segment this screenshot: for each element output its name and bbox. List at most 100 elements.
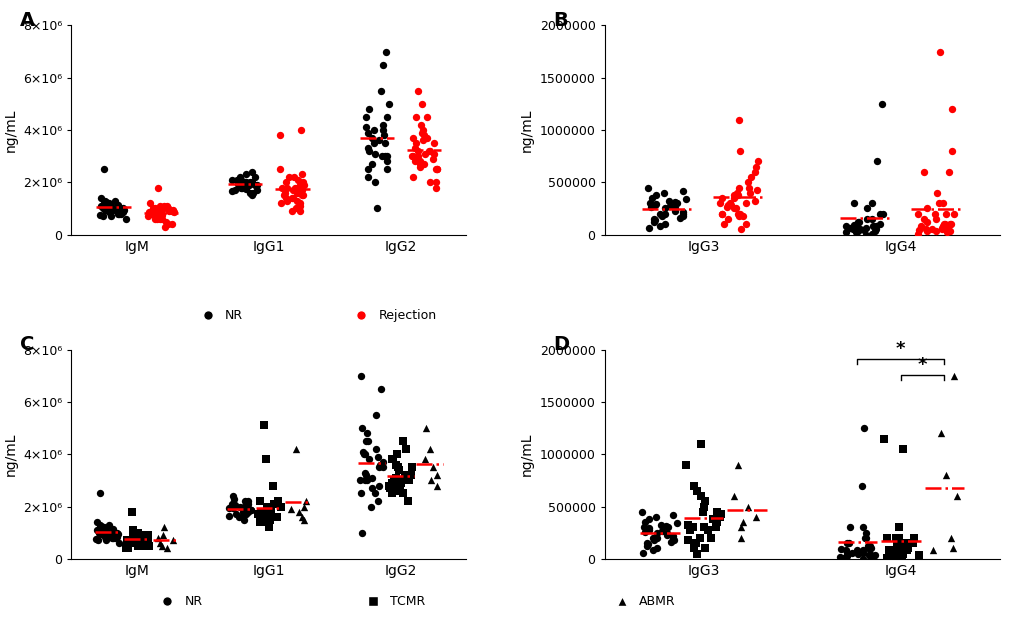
Point (843, 547, 859, 558)
Point (375, 60, 391, 70)
Point (249, 185, 265, 195)
Point (124, 533, 141, 543)
Point (369, 451, 385, 462)
Point (96, 198, 112, 208)
Point (938, 224, 955, 234)
Point (381, 99, 397, 109)
Point (102, 529, 118, 539)
Point (713, 208, 730, 218)
Text: *: * (917, 356, 926, 373)
Point (725, 203, 741, 213)
Point (417, 455, 433, 465)
Point (103, 211, 119, 222)
Point (691, 533, 707, 543)
Point (404, 151, 420, 161)
Point (374, 151, 390, 161)
Point (666, 206, 683, 216)
Point (130, 528, 147, 538)
Point (222, 502, 238, 512)
Point (931, 428, 948, 438)
Point (360, 164, 376, 174)
Point (410, 86, 426, 96)
Point (837, 221, 853, 231)
Point (164, 206, 180, 216)
Point (915, 167, 931, 177)
Point (711, 512, 728, 522)
Point (365, 125, 381, 135)
Point (229, 178, 246, 189)
Point (840, 538, 856, 548)
Point (230, 181, 247, 191)
Point (854, 547, 870, 558)
Point (157, 222, 173, 232)
Point (924, 545, 941, 556)
Point (379, 164, 395, 174)
Point (265, 499, 281, 509)
Point (739, 502, 755, 512)
Point (93, 193, 109, 203)
Point (149, 214, 165, 224)
Point (741, 188, 757, 198)
Point (103, 201, 119, 211)
Point (899, 544, 915, 554)
Point (647, 200, 663, 210)
Point (354, 423, 370, 433)
Point (659, 523, 676, 533)
Point (726, 491, 742, 501)
Point (367, 177, 383, 187)
Point (867, 224, 883, 234)
Point (262, 512, 278, 522)
Point (422, 177, 438, 187)
Point (103, 206, 119, 216)
Point (675, 211, 691, 221)
Point (854, 545, 870, 556)
Point (667, 198, 684, 208)
Point (92, 519, 108, 530)
Point (126, 528, 143, 538)
Point (366, 488, 382, 498)
Point (839, 549, 855, 559)
Point (428, 164, 444, 174)
Point (734, 517, 750, 527)
Point (98, 197, 114, 207)
Point (290, 188, 307, 198)
Point (407, 156, 423, 166)
Point (244, 190, 260, 201)
Point (667, 518, 684, 528)
Point (422, 146, 438, 156)
Point (837, 227, 853, 237)
Point (242, 177, 258, 187)
Point (687, 538, 703, 548)
Point (118, 538, 135, 548)
Point (263, 512, 279, 522)
Point (153, 214, 169, 224)
Point (942, 226, 958, 236)
Point (159, 201, 175, 211)
Point (838, 551, 854, 561)
Y-axis label: ng/mL: ng/mL (3, 432, 17, 476)
Point (288, 196, 305, 206)
Point (122, 538, 139, 548)
Y-axis label: ng/mL: ng/mL (520, 108, 534, 152)
Text: D: D (552, 335, 569, 354)
Point (867, 221, 883, 231)
Point (237, 182, 254, 192)
Point (298, 496, 314, 506)
Point (748, 185, 764, 195)
Point (711, 509, 728, 519)
Point (713, 208, 730, 218)
Point (647, 512, 663, 522)
Point (89, 517, 105, 527)
Point (905, 533, 921, 543)
Point (258, 517, 274, 527)
Point (365, 138, 381, 148)
Point (105, 528, 121, 538)
Point (373, 384, 389, 394)
Point (871, 208, 888, 218)
Point (226, 185, 243, 195)
Point (888, 551, 904, 561)
Point (389, 462, 406, 472)
Point (857, 533, 873, 543)
Point (232, 175, 249, 185)
Point (419, 112, 435, 122)
